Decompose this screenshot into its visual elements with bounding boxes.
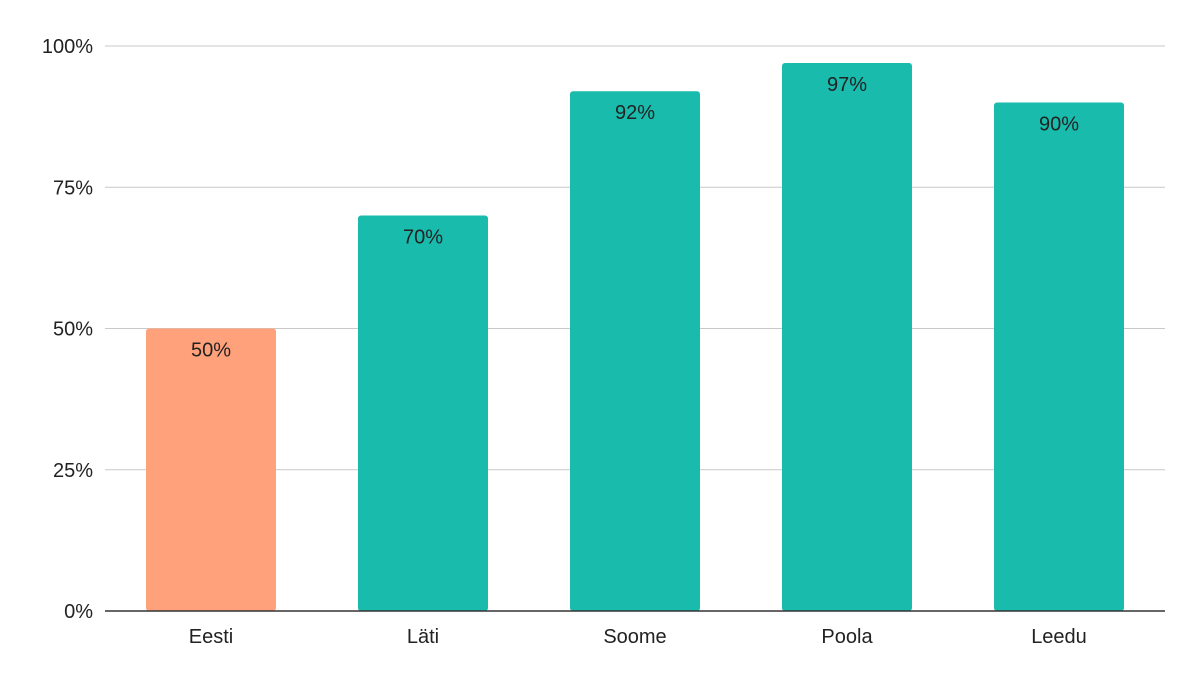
data-label: 97%	[827, 74, 867, 96]
data-label: 90%	[1039, 114, 1079, 136]
y-tick-label: 100%	[42, 36, 93, 58]
bars	[146, 62, 1124, 611]
bar-poola	[782, 62, 912, 611]
data-label: 50%	[191, 340, 231, 362]
bar-soome	[570, 91, 700, 611]
data-label: 92%	[615, 102, 655, 124]
bar-leedu	[994, 102, 1124, 611]
bar-läti	[358, 215, 488, 611]
bar-eesti	[146, 328, 276, 611]
y-tick-label: 75%	[53, 177, 93, 199]
y-tick-label: 0%	[64, 601, 93, 623]
x-tick-label: Eesti	[189, 626, 233, 648]
labels: 0% 25% 50% 75% 100% 50% Eesti 70% Läti 92% Soome 97…	[42, 36, 1087, 648]
x-tick-label: Läti	[407, 626, 439, 648]
x-tick-label: Leedu	[1031, 626, 1087, 648]
x-tick-label: Soome	[603, 626, 666, 648]
y-tick-label: 50%	[53, 319, 93, 341]
data-label: 70%	[403, 227, 443, 249]
x-tick-label: Poola	[821, 626, 873, 648]
y-tick-label: 25%	[53, 460, 93, 482]
